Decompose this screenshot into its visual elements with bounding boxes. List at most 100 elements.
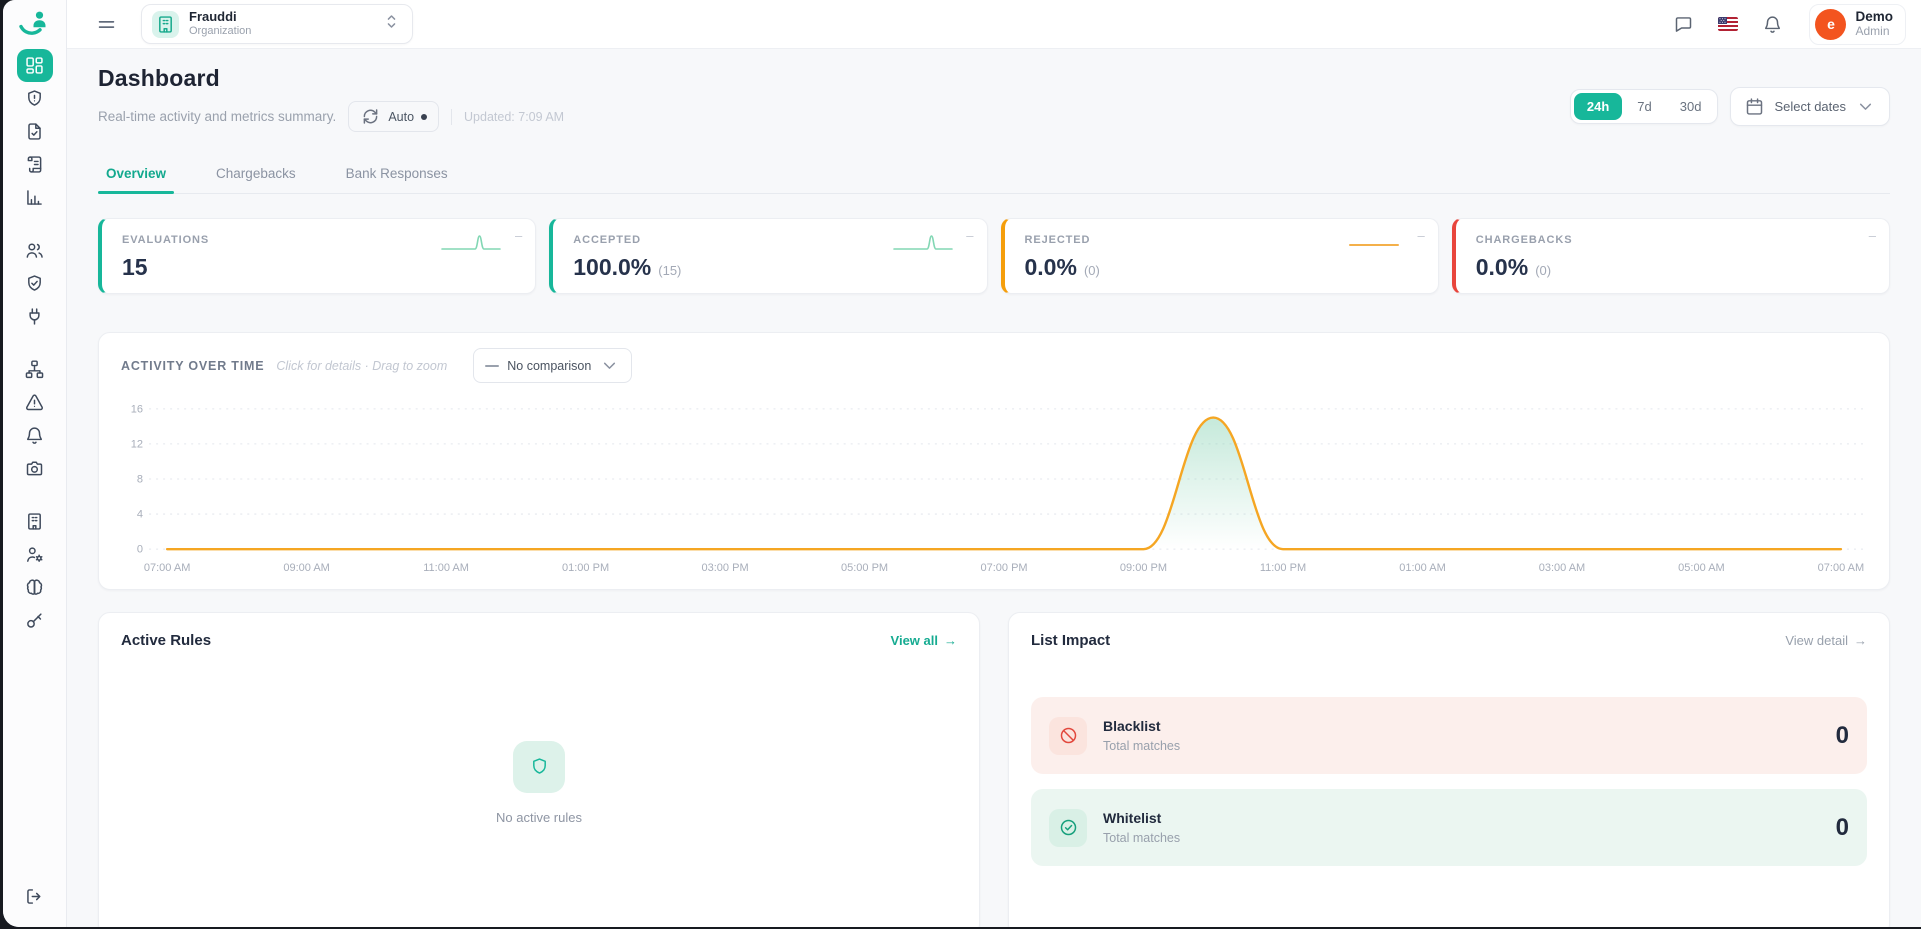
activity-chart[interactable]: 0 4 8 12 16 07:00 AM 09:00 AM 11:00 AM 01:00 PM 0…	[121, 393, 1867, 581]
svg-text:05:00 PM: 05:00 PM	[841, 562, 888, 574]
metric-sub-value: (0)	[1083, 263, 1100, 278]
sidebar-group	[17, 353, 53, 485]
sidebar-item-shield-check-icon[interactable]	[17, 267, 53, 300]
sidebar-item-sitemap-icon[interactable]	[17, 353, 53, 386]
sidebar-group	[17, 505, 53, 637]
comparison-select[interactable]: No comparison	[473, 348, 633, 383]
trend-dash: –	[966, 228, 974, 243]
user-texts: Demo Admin	[1855, 8, 1893, 38]
svg-text:03:00 AM: 03:00 AM	[1539, 562, 1586, 574]
sidebar-group	[17, 234, 53, 333]
user-role: Admin	[1855, 23, 1890, 38]
metric-sub-value: (15)	[658, 263, 682, 278]
impact-name: Whitelist	[1103, 810, 1162, 826]
range-button-24h[interactable]: 24h	[1573, 93, 1623, 120]
comparison-label: No comparison	[507, 358, 592, 373]
metric-label: REJECTED	[1024, 234, 1091, 246]
select-dates-button[interactable]: Select dates	[1730, 87, 1890, 126]
topbar: Frauddi Organization	[67, 0, 1921, 49]
svg-text:07:00 AM: 07:00 AM	[1818, 562, 1865, 574]
svg-text:03:00 PM: 03:00 PM	[701, 562, 748, 574]
svg-text:09:00 AM: 09:00 AM	[283, 562, 330, 574]
app-shell: Frauddi Organization	[3, 0, 1921, 927]
metric-label: ACCEPTED	[573, 234, 641, 246]
divider	[451, 108, 453, 125]
notifications-bell-icon[interactable]	[1762, 14, 1783, 35]
auto-refresh-toggle[interactable]: Auto	[348, 101, 440, 132]
range-button-30d[interactable]: 30d	[1667, 93, 1715, 120]
calendar-icon	[1744, 96, 1765, 117]
sparkline-icon	[891, 232, 955, 256]
sidebar-group	[16, 49, 53, 214]
sidebar-item-brain-icon[interactable]	[17, 571, 53, 604]
metric-card-evaluations: EVALUATIONS 15 –	[98, 218, 537, 294]
sidebar-item-plug-icon[interactable]	[17, 300, 53, 333]
organization-texts: Frauddi Organization	[189, 9, 371, 38]
unfold-icon	[381, 11, 402, 37]
organization-name: Frauddi	[189, 9, 237, 25]
tab-bank-responses[interactable]: Bank Responses	[345, 166, 448, 181]
metric-card-accepted: ACCEPTED 100.0% (15) –	[549, 218, 988, 294]
tab-chargebacks[interactable]: Chargebacks	[216, 166, 296, 181]
sidebar-item-alert-triangle-icon[interactable]	[17, 386, 53, 419]
sidebar-item-key-icon[interactable]	[17, 604, 53, 637]
sparkline-icon	[439, 232, 503, 256]
svg-text:12: 12	[131, 438, 143, 450]
user-menu[interactable]: e Demo Admin	[1809, 3, 1906, 45]
range-button-7d[interactable]: 7d	[1624, 93, 1664, 120]
impact-sub: Total matches	[1103, 739, 1181, 753]
sidebar-item-layout-dashboard-icon[interactable]	[16, 49, 53, 82]
chart-title: ACTIVITY OVER TIME	[121, 358, 265, 373]
empty-state-text: No active rules	[496, 809, 582, 825]
trend-dash: –	[515, 228, 523, 243]
range-toggle: 24h 7d 30d	[1569, 89, 1719, 124]
dashboard-content: Dashboard Real-time activity and metrics…	[67, 49, 1921, 927]
trend-dash: –	[1868, 228, 1876, 243]
svg-text:05:00 AM: 05:00 AM	[1678, 562, 1725, 574]
page-title: Dashboard	[98, 65, 220, 91]
trend-dash: –	[1417, 228, 1425, 243]
tab-bar: Overview Chargebacks Bank Responses	[98, 157, 1890, 194]
date-range-controls: 24h 7d 30d Select dates	[1569, 87, 1890, 126]
svg-text:01:00 AM: 01:00 AM	[1399, 562, 1446, 574]
sidebar-item-file-check-icon[interactable]	[17, 115, 53, 148]
shield-icon	[513, 740, 565, 793]
sidebar-nav	[3, 49, 66, 657]
auto-refresh-status-dot	[421, 113, 428, 120]
organization-selector[interactable]: Frauddi Organization	[141, 4, 413, 44]
svg-text:01:00 PM: 01:00 PM	[562, 562, 609, 574]
sidebar-item-bar-chart-icon[interactable]	[17, 181, 53, 214]
legend-line-icon	[485, 364, 500, 367]
organization-type: Organization	[189, 25, 252, 38]
tab-overview[interactable]: Overview	[98, 157, 175, 194]
sidebar-item-user-cog-icon[interactable]	[17, 538, 53, 571]
svg-text:16: 16	[131, 403, 143, 415]
list-impact-panel: List Impact View detail → Blacklist Tota…	[1008, 612, 1890, 927]
sidebar-item-bell-icon[interactable]	[17, 419, 53, 452]
sidebar-item-users-icon[interactable]	[17, 234, 53, 267]
select-dates-label: Select dates	[1774, 99, 1846, 114]
metric-label: EVALUATIONS	[122, 234, 210, 246]
svg-text:4: 4	[137, 509, 143, 521]
arrow-right-icon: →	[944, 633, 957, 648]
metric-card-chargebacks: CHARGEBACKS 0.0% (0) –	[1451, 218, 1890, 294]
blacklist-row[interactable]: Blacklist Total matches 0	[1031, 697, 1867, 774]
menu-icon[interactable]	[93, 11, 119, 37]
us-flag-icon[interactable]	[1718, 17, 1739, 31]
view-all-link[interactable]: View all →	[891, 633, 957, 648]
chevron-down-icon	[1855, 96, 1876, 117]
logout-button[interactable]	[17, 880, 53, 913]
sidebar-item-building-icon[interactable]	[17, 505, 53, 538]
impact-rows: Blacklist Total matches 0 Whitelist Tota…	[1031, 697, 1867, 866]
sparkline-icon	[1342, 232, 1406, 256]
svg-text:07:00 AM: 07:00 AM	[144, 562, 191, 574]
user-name: Demo	[1855, 8, 1893, 24]
sparkline-icon	[1793, 232, 1857, 256]
chat-icon[interactable]	[1673, 14, 1694, 35]
view-detail-link[interactable]: View detail →	[1785, 633, 1867, 648]
whitelist-row[interactable]: Whitelist Total matches 0	[1031, 789, 1867, 866]
sidebar-item-camera-icon[interactable]	[17, 452, 53, 485]
sidebar-item-shield-alert-icon[interactable]	[17, 82, 53, 115]
sidebar-item-scroll-icon[interactable]	[17, 148, 53, 181]
metric-label: CHARGEBACKS	[1475, 234, 1573, 246]
